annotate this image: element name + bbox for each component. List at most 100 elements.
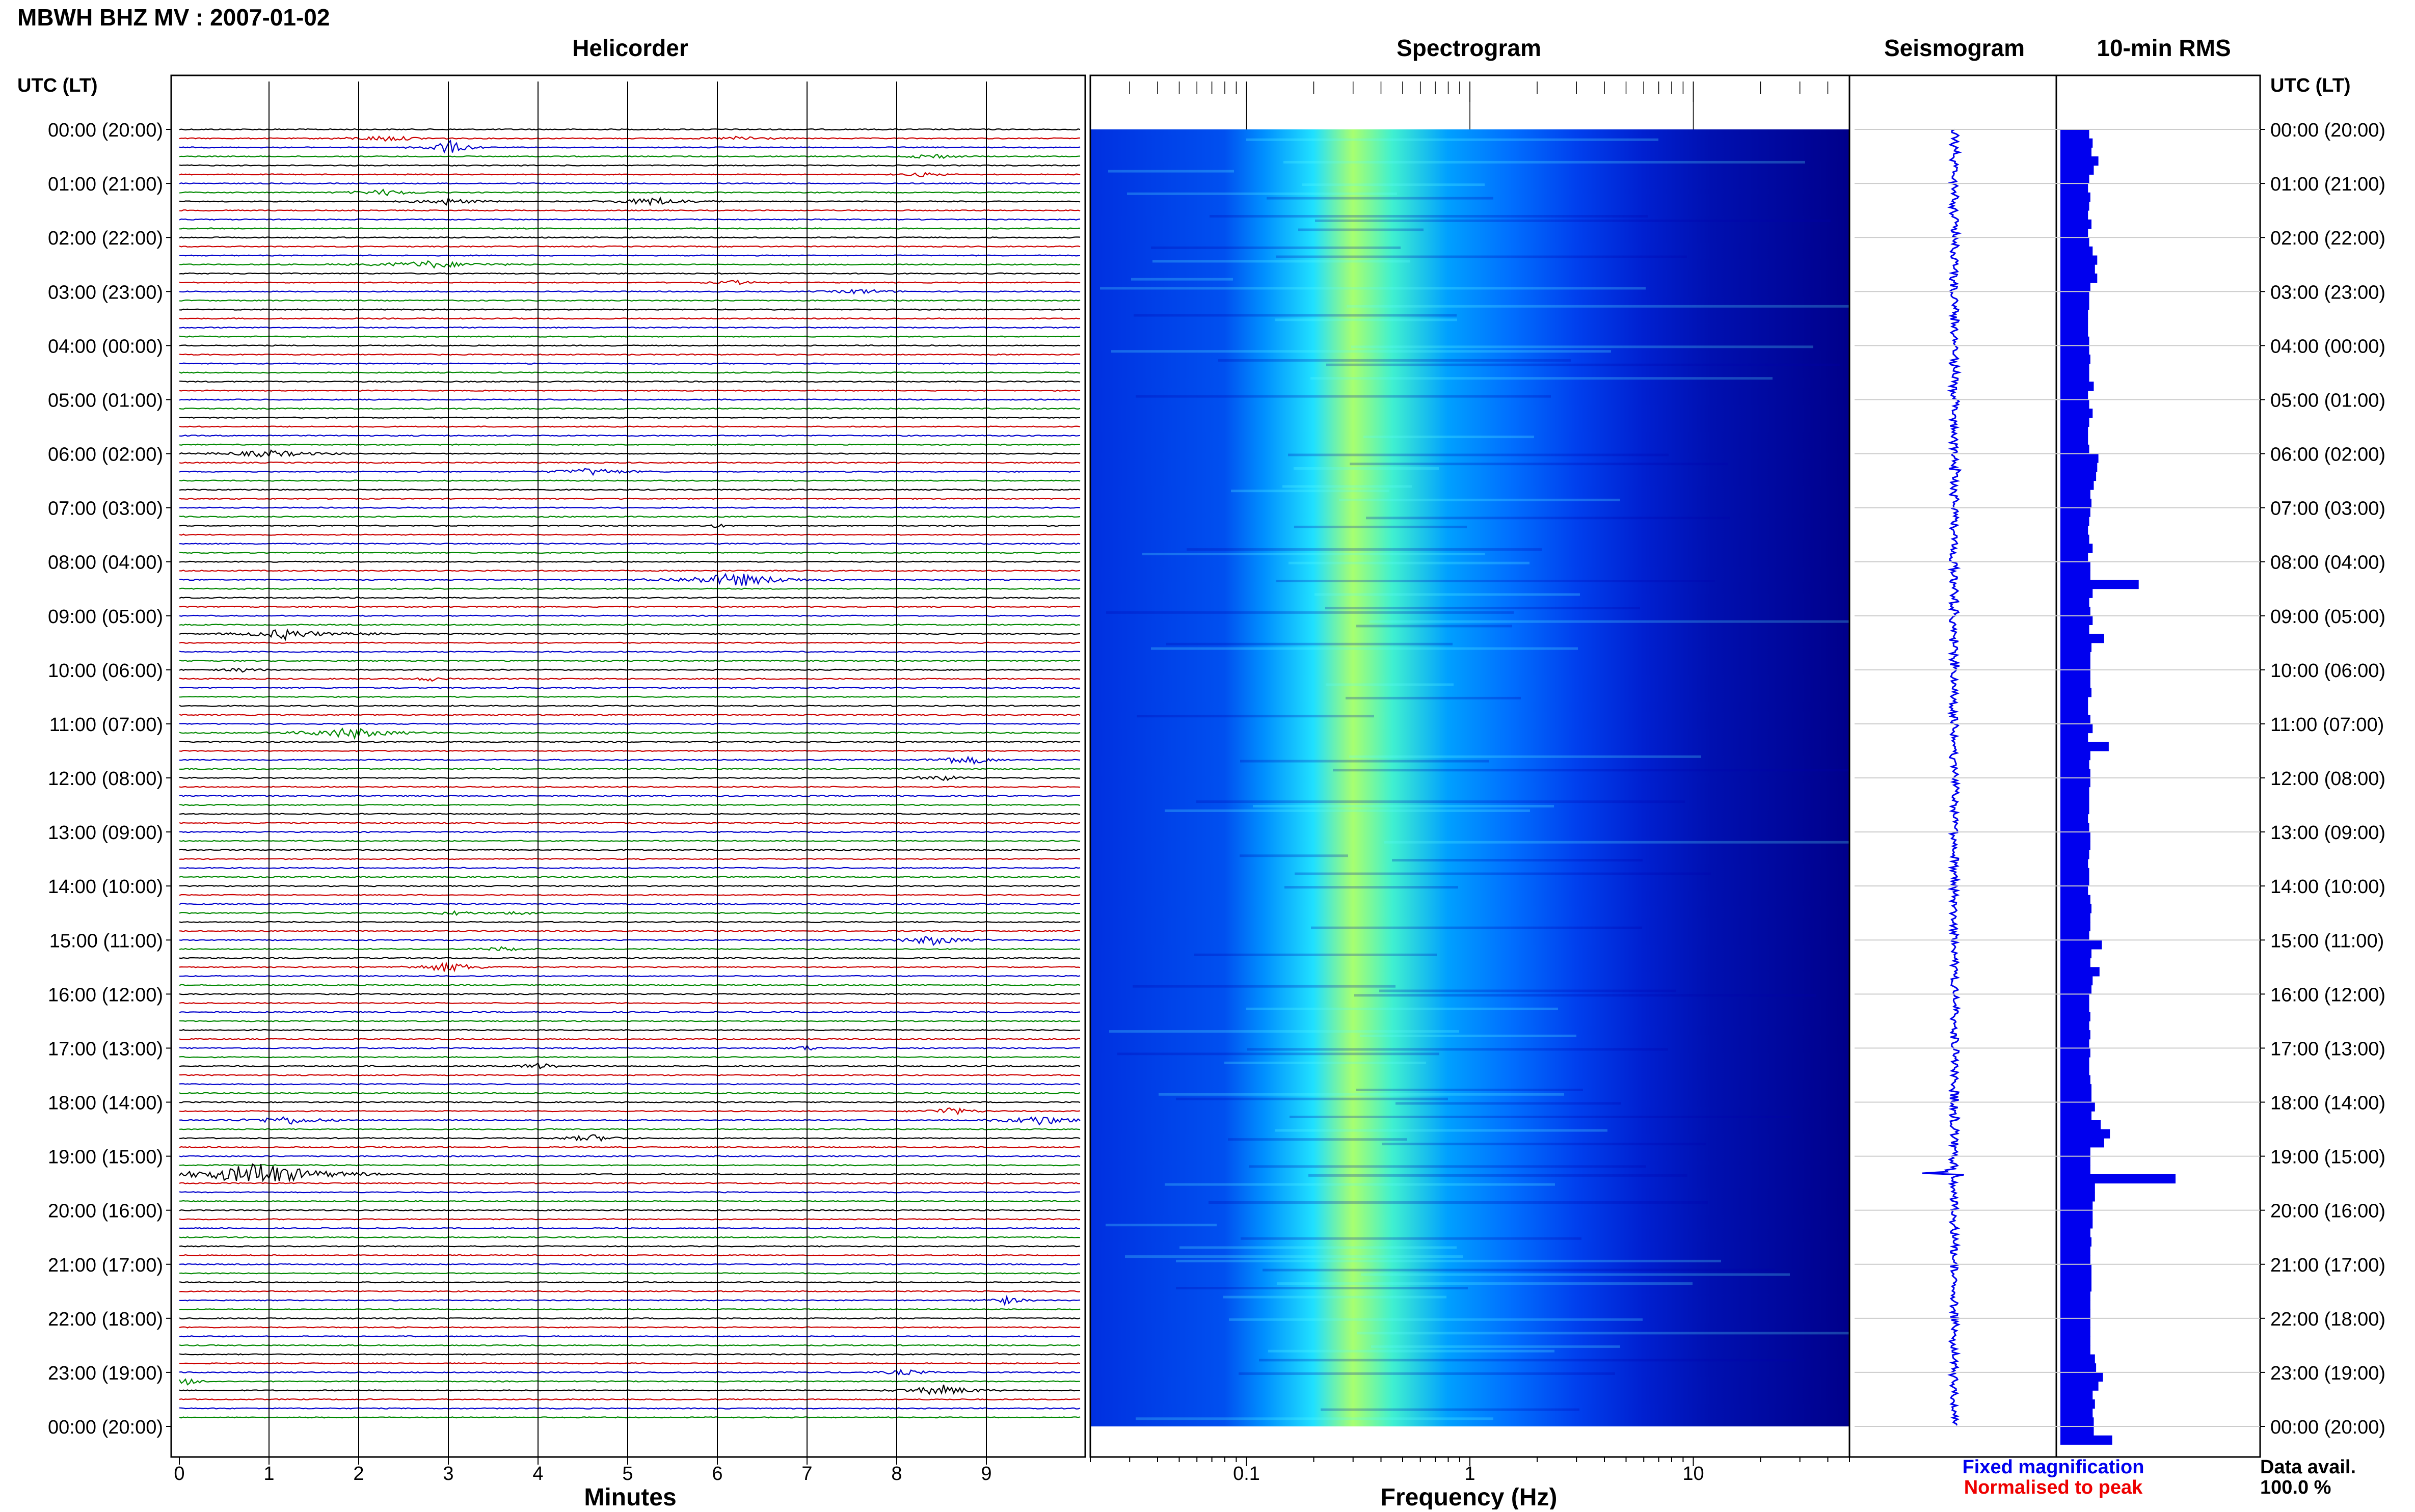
seismogram-header: Seismogram: [1884, 35, 2025, 61]
minute-tick-label: 5: [622, 1463, 633, 1484]
helicorder-trace-row: [179, 957, 1081, 959]
rms-bar: [2060, 1426, 2094, 1436]
helicorder-trace-row: [179, 1416, 1081, 1419]
helicorder-trace-row: [179, 1245, 1081, 1248]
hour-label-left: 12:00 (08:00): [48, 768, 163, 790]
spectrogram-row-band: [1108, 170, 1234, 173]
rms-bar: [2060, 742, 2109, 751]
spectrogram-row-band: [1247, 1048, 1668, 1051]
rms-bar: [2060, 904, 2091, 913]
helicorder-trace-row: [179, 1326, 1081, 1329]
rms-bar: [2060, 580, 2139, 589]
spectrogram-row-band: [1371, 1345, 1620, 1348]
helicorder-trace-row: [179, 570, 1081, 572]
spectrogram-row-band: [1106, 611, 1514, 614]
helicorder-trace-row: [179, 1038, 1081, 1040]
helicorder-trace-row: [179, 1344, 1081, 1347]
spectrogram-row-band: [1294, 525, 1467, 528]
hour-label-left: 11:00 (07:00): [49, 714, 163, 736]
helicorder-trace-row: [179, 1044, 1080, 1051]
helicorder-trace-row: [179, 335, 1081, 338]
rms-bar: [2060, 1174, 2176, 1184]
spectrogram-row-band: [1294, 467, 1439, 470]
rms-bar: [2060, 1156, 2090, 1166]
helicorder-trace-row: [179, 1020, 1081, 1022]
spectrogram-row-band: [1239, 1372, 1615, 1375]
helicorder-trace-row: [179, 975, 1081, 978]
spectrogram-row-band: [1246, 138, 1658, 141]
helicorder-trace-row: [179, 344, 1081, 347]
hour-label-left: 16:00 (12:00): [48, 984, 163, 1006]
rms-bar: [2060, 1291, 2090, 1301]
helicorder-trace-row: [179, 139, 1081, 154]
hour-label-right: 16:00 (12:00): [2270, 984, 2385, 1006]
hour-label-right: 17:00 (13:00): [2270, 1038, 2385, 1060]
utc-label-left: UTC (LT): [17, 75, 98, 96]
rms-bar: [2060, 1120, 2101, 1130]
helicorder-trace-row: [179, 659, 1081, 662]
hour-label-right: 06:00 (02:00): [2270, 444, 2385, 466]
rms-bar: [2060, 841, 2090, 850]
rms-bar: [2060, 642, 2091, 652]
helicorder-trace-row: [179, 1209, 1081, 1211]
helicorder-trace-row: [179, 677, 1081, 682]
rms-bar: [2060, 480, 2094, 490]
helicorder-trace-row: [179, 468, 1081, 476]
spectrogram-row-band: [1326, 683, 1454, 686]
spectrogram-row-band: [1349, 755, 1701, 758]
helicorder-trace-row: [179, 605, 1081, 608]
frequency-tick-label: 1: [1464, 1463, 1475, 1484]
helicorder-trace-row: [179, 984, 1081, 986]
spectrogram-row-band: [1176, 1097, 1448, 1100]
helicorder-trace-row: [179, 279, 1081, 285]
spectrogram-row-band: [1218, 359, 1571, 362]
rms-bar: [2060, 517, 2089, 526]
helicorder-trace-row: [179, 1200, 1081, 1203]
rms-bar: [2060, 1066, 2089, 1075]
helicorder-trace-row: [179, 227, 1081, 230]
rms-bar: [2060, 345, 2089, 355]
hour-label-left: 04:00 (00:00): [48, 336, 163, 357]
helicorder-trace-row: [179, 1116, 1081, 1126]
spectrogram-row-band: [1179, 1246, 1457, 1249]
spectrogram-row-band: [1151, 246, 1401, 249]
helicorder-trace-row: [179, 1281, 1081, 1284]
helicorder-trace-row: [179, 1378, 1081, 1386]
helicorder-trace-row: [179, 317, 1081, 320]
helicorder-trace-row: [179, 245, 1081, 248]
rms-bar: [2060, 949, 2091, 959]
helicorder-trace-row: [179, 523, 1081, 528]
rms-bar: [2060, 1102, 2095, 1112]
spectrogram-row-band: [1354, 994, 1816, 997]
spectrogram-row-band: [1165, 1183, 1555, 1186]
helicorder-trace-row: [179, 876, 1081, 878]
helicorder-trace-row: [179, 840, 1081, 842]
spectrogram-row-band: [1131, 278, 1233, 281]
rms-bar: [2060, 1318, 2090, 1328]
rms-bar: [2060, 588, 2093, 598]
rms-bar: [2060, 129, 2089, 139]
rms-bar: [2060, 931, 2089, 940]
rms-bar: [2060, 382, 2094, 391]
rms-bar: [2060, 922, 2090, 932]
spectrogram-row-band: [1276, 580, 1715, 582]
spectrogram-row-band: [1259, 1359, 1796, 1362]
helicorder-trace-row: [179, 434, 1081, 437]
rms-bar: [2060, 679, 2090, 688]
spectrogram-row-band: [1240, 760, 1489, 763]
hour-label-left: 22:00 (18:00): [48, 1309, 163, 1330]
rms-bar: [2060, 165, 2094, 175]
rms-bar: [2060, 453, 2099, 463]
spectrogram-row-band: [1267, 197, 1493, 200]
rms-bar: [2060, 1273, 2091, 1283]
rms-bar: [2060, 913, 2090, 923]
helicorder-trace-row: [179, 741, 1081, 743]
rms-bar: [2060, 760, 2089, 769]
rms-bar: [2060, 1381, 2099, 1391]
rms-bar: [2060, 1201, 2093, 1211]
helicorder-trace-row: [179, 1074, 1081, 1076]
spectrogram-row-band: [1106, 1224, 1217, 1227]
rms-bar: [2060, 976, 2093, 986]
hour-label-left: 14:00 (10:00): [48, 876, 163, 898]
